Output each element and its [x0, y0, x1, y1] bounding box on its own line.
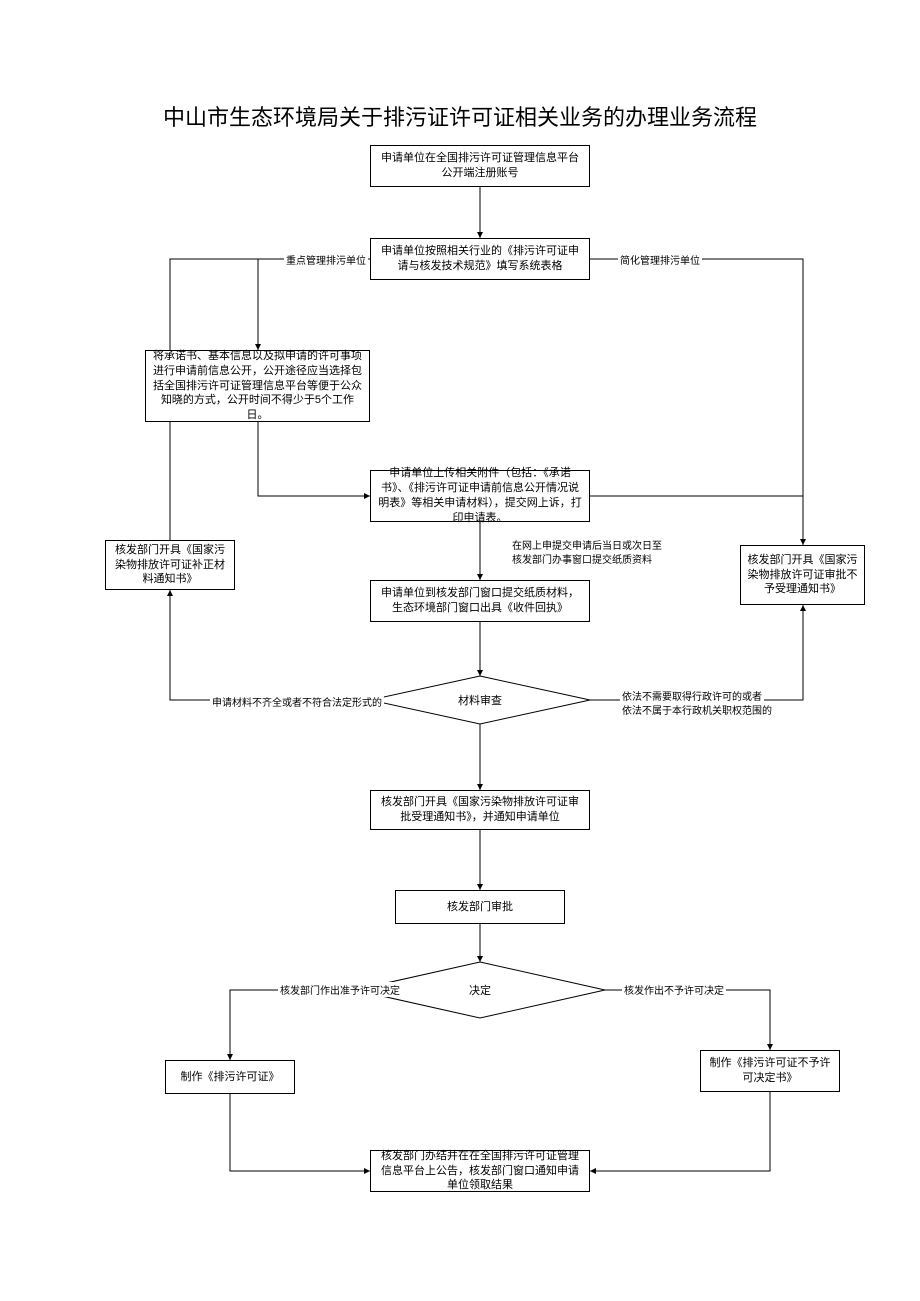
flowchart-node: 核发部门开具《国家污染物排放许可证审批不予受理通知书》: [740, 545, 865, 605]
edges-layer: [0, 0, 920, 1301]
edge-label: 重点管理排污单位: [284, 252, 368, 267]
flowchart-decision: 材料审查: [430, 690, 530, 710]
edge-label: 依法不属于本行政机关职权范围的: [620, 702, 774, 717]
flowchart-node: 制作《排污许可证》: [165, 1060, 295, 1094]
flowchart-decision: 决定: [430, 980, 530, 1000]
edge-label: 核发部门办事窗口提交纸质资料: [510, 551, 654, 566]
flowchart-node: 核发部门开具《国家污染物排放许可证补正材料通知书》: [105, 540, 235, 590]
flowchart-node: 申请单位在全国排污许可证管理信息平台公开端注册账号: [370, 145, 590, 187]
edge-label: 申请材料不齐全或者不符合法定形式的: [210, 694, 384, 709]
flowchart-node: 核发部门开具《国家污染物排放许可证审批受理通知书》，并通知申请单位: [370, 790, 590, 830]
flowchart-page: 中山市生态环境局关于排污证许可证相关业务的办理业务流程 申请单位在全国排污许可证…: [0, 0, 920, 1301]
flowchart-node: 将承诺书、基本信息以及拟申请的许可事项进行申请前信息公开，公开途径应当选择包括全…: [145, 350, 370, 422]
flowchart-node: 申请单位到核发部门窗口提交纸质材料，生态环境部门窗口出具《收件回执》: [370, 580, 590, 622]
flowchart-node: 核发部门办结并在在全国排污许可证管理信息平台上公告，核发部门窗口通知申请单位领取…: [370, 1150, 590, 1192]
flowchart-node: 制作《排污许可证不予许可决定书》: [700, 1050, 840, 1092]
flowchart-node: 核发部门审批: [395, 890, 565, 924]
flowchart-node: 申请单位按照相关行业的《排污许可证申请与核发技术规范》填写系统表格: [370, 238, 590, 280]
edge-label: 核发作出不予许可决定: [622, 982, 726, 997]
edge-label: 核发部门作出准予许可决定: [278, 982, 402, 997]
flowchart-node: 申请单位上传相关附件（包括：《承诺书》、《排污许可证申请前信息公开情况说明表》等…: [370, 470, 590, 522]
edge-label: 简化管理排污单位: [618, 252, 702, 267]
edge-label: 依法不需要取得行政许可的或者: [620, 688, 764, 703]
page-title: 中山市生态环境局关于排污证许可证相关业务的办理业务流程: [0, 100, 920, 132]
edge-label: 在网上申提交申请后当日或次日至: [510, 537, 664, 552]
